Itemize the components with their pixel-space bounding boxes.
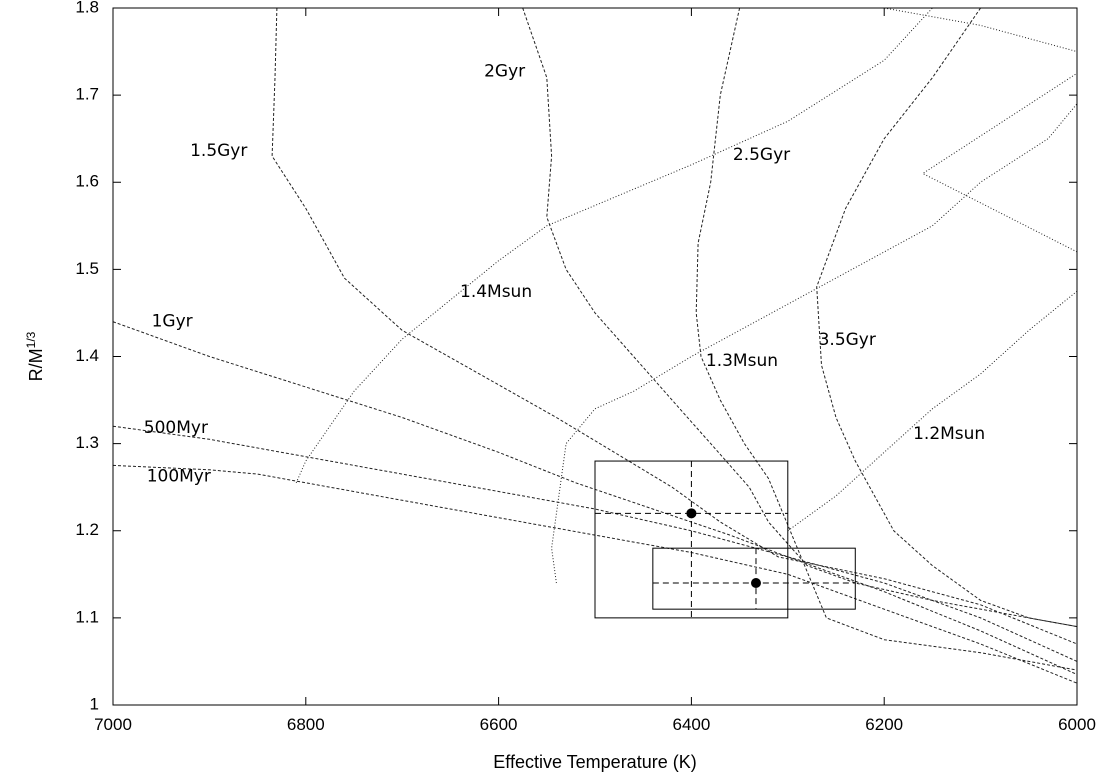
stars-layer — [594, 460, 856, 619]
star-1-point — [686, 508, 697, 519]
y-tick-label: 1.7 — [75, 85, 99, 104]
y-tick-label: 1.6 — [75, 172, 99, 191]
x-tick-label: 6400 — [672, 715, 710, 734]
x-tick-label: 6800 — [287, 715, 325, 734]
x-tick-label: 7000 — [94, 715, 132, 734]
y-tick-label: 1.3 — [75, 433, 99, 452]
y-axis-title-base: R/M — [26, 348, 46, 381]
isochrone-100myr — [113, 464, 1077, 684]
isochrone-2-5gyr — [695, 8, 1077, 671]
isochrone-3-5gyr — [816, 8, 1077, 628]
y-tick-label: 1 — [90, 694, 99, 713]
track-1-2msun — [787, 290, 1077, 532]
curve-label-1-5gyr: 1.5Gyr — [190, 141, 247, 161]
x-axis-title: Effective Temperature (K) — [493, 752, 696, 772]
curve-label-500myr: 500Myr — [144, 418, 208, 438]
y-axis-title-superscript: 1/3 — [24, 331, 38, 348]
star-2-error-box — [652, 547, 856, 610]
isochrone-1gyr — [113, 321, 1077, 662]
y-tick-label: 1.4 — [75, 346, 99, 365]
annotations-layer: 100Myr 500Myr 1Gyr 1.5Gyr 2Gyr 2.5Gyr 3.5Gyr 1.… — [144, 62, 985, 487]
curve-label-1-3msun: 1.3Msun — [706, 351, 778, 371]
curve-label-1-2msun: 1.2Msun — [913, 424, 985, 444]
x-tick-label: 6200 — [865, 715, 903, 734]
curve-label-100myr: 100Myr — [147, 467, 211, 487]
track-extra-3 — [884, 8, 1077, 53]
track-1-4msun — [295, 8, 933, 484]
curve-label-1-4msun: 1.4Msun — [460, 282, 532, 302]
y-tick-label: 1.8 — [75, 0, 99, 16]
isochrone-1-5gyr — [271, 8, 1077, 645]
isochrone-2gyr — [522, 8, 1077, 628]
y-axis-title: R/M1/3 — [24, 331, 46, 381]
star-2-point — [750, 578, 761, 589]
x-tick-label: 6000 — [1058, 715, 1096, 734]
isochrone-500myr — [113, 425, 1077, 675]
curves-layer — [113, 8, 1077, 684]
y-tick-label: 1.5 — [75, 259, 99, 278]
y-tick-label: 1.2 — [75, 520, 99, 539]
curve-label-2-5gyr: 2.5Gyr — [733, 145, 790, 165]
ticks-layer: 7000 6800 6600 6400 6200 6000 1 1.1 1.2 1.3 1.4 1.5… — [75, 0, 1096, 734]
curve-label-1gyr: 1Gyr — [152, 312, 193, 332]
track-1-3msun — [551, 103, 1077, 584]
x-tick-label: 6600 — [480, 715, 518, 734]
curve-label-3-5gyr: 3.5Gyr — [819, 330, 876, 350]
y-tick-label: 1.1 — [75, 607, 99, 626]
curve-label-2gyr: 2Gyr — [484, 62, 525, 82]
track-extra-4 — [921, 72, 1077, 253]
